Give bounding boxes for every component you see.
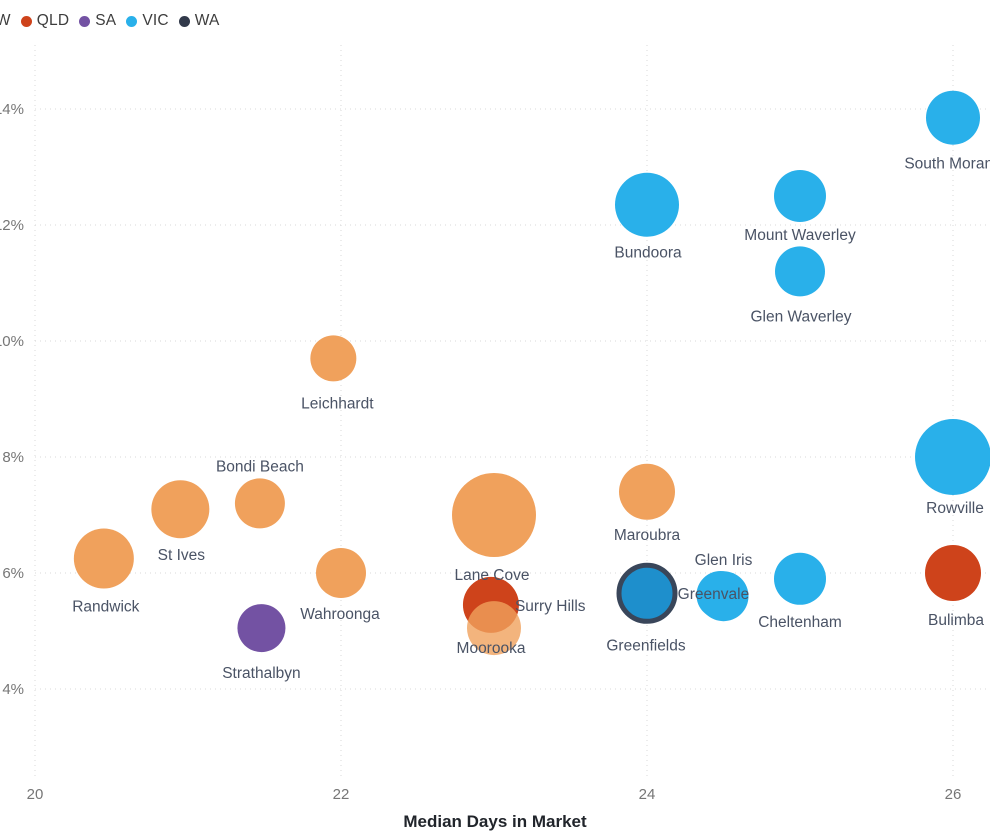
y-tick-label: 4%	[2, 681, 24, 698]
x-tick-label: 20	[27, 786, 44, 803]
bubble-lane-cove[interactable]	[452, 473, 536, 557]
data-label-leichhardt: Leichhardt	[301, 395, 374, 412]
data-label-lane-cove: Lane Cove	[455, 567, 530, 584]
bubble-bulimba[interactable]	[925, 545, 981, 601]
x-tick-label: 22	[333, 786, 350, 803]
x-tick-label: 24	[639, 786, 656, 803]
data-label-cheltenham: Cheltenham	[758, 614, 842, 631]
data-label-surry-hills: Surry Hills	[515, 598, 586, 615]
legend-item-sa[interactable]: SA	[79, 12, 116, 30]
bubble-greenfields[interactable]	[616, 562, 678, 624]
legend-item-vic[interactable]: VIC	[126, 12, 169, 30]
bubble-glen-waverley[interactable]	[775, 246, 825, 297]
legend-label: VIC	[142, 12, 169, 29]
legend-label: SA	[95, 12, 117, 29]
legend-dot-qld	[20, 15, 32, 27]
data-label-moorooka: Moorooka	[457, 640, 526, 657]
data-label-rowville: Rowville	[926, 500, 984, 517]
legend-item-wa[interactable]: WA	[178, 12, 220, 30]
bubble-moorooka[interactable]	[467, 601, 521, 656]
bubble-leichhardt[interactable]	[310, 335, 357, 382]
bubble-maroubra[interactable]	[619, 463, 675, 520]
data-label-glen-iris: Glen Iris	[695, 552, 753, 569]
data-label-bundoora: Bundoora	[614, 245, 682, 262]
data-label-bulimba: Bulimba	[928, 612, 984, 629]
data-label-strathalbyn: Strathalbyn	[222, 665, 300, 682]
data-label-randwick: Randwick	[72, 599, 139, 616]
legend-dot-vic	[126, 15, 138, 27]
bubble-cheltenham[interactable]	[774, 552, 826, 605]
legend: NSW QLD SA VIC WA	[0, 12, 220, 30]
y-tick-label: 10%	[0, 333, 24, 350]
bubble-st-ives[interactable]	[151, 480, 210, 539]
legend-dot-sa	[79, 15, 91, 27]
data-label-glen-waverley: Glen Waverley	[750, 308, 851, 325]
legend-dot-wa	[178, 15, 190, 27]
data-label-greenvale: Greenvale	[678, 586, 750, 603]
data-label-wahroonga: Wahroonga	[300, 606, 380, 623]
x-tick-label: 26	[945, 786, 962, 803]
legend-label: NSW	[0, 12, 11, 29]
y-tick-label: 12%	[0, 217, 24, 234]
y-tick-label: 6%	[2, 565, 24, 582]
data-label-mount-waverley: Mount Waverley	[744, 227, 856, 244]
bubbles	[73, 90, 990, 656]
legend-label: WA	[194, 12, 220, 29]
bubble-rowville[interactable]	[915, 419, 990, 495]
data-label-maroubra: Maroubra	[614, 527, 681, 544]
bubble-randwick[interactable]	[73, 528, 134, 589]
data-label-south-morang: South Morang	[904, 156, 990, 173]
bubble-strathalbyn[interactable]	[237, 604, 286, 653]
bubble-bondi-beach[interactable]	[234, 478, 285, 529]
data-label-greenfields: Greenfields	[606, 637, 686, 654]
bubble-glen-iris[interactable]	[698, 571, 749, 622]
gridlines	[34, 45, 990, 777]
legend-item-nsw[interactable]: NSW	[0, 12, 11, 30]
bubble-bundoora[interactable]	[615, 172, 679, 237]
x-axis-title: Median Days in Market	[403, 812, 587, 831]
data-labels: Randwick St Ives Bondi Beach Strathalbyn Lei…	[72, 156, 990, 682]
bubble-mount-waverley[interactable]	[774, 170, 826, 222]
bubble-south-morang[interactable]	[926, 90, 980, 145]
data-label-st-ives: St Ives	[158, 547, 206, 564]
data-label-bondi-beach: Bondi Beach	[216, 458, 304, 475]
y-tick-label: 8%	[2, 449, 24, 466]
bubble-wahroonga[interactable]	[316, 548, 366, 598]
legend-label: QLD	[36, 12, 70, 29]
legend-item-qld[interactable]: QLD	[20, 12, 70, 30]
y-tick-label: 14%	[0, 101, 24, 118]
